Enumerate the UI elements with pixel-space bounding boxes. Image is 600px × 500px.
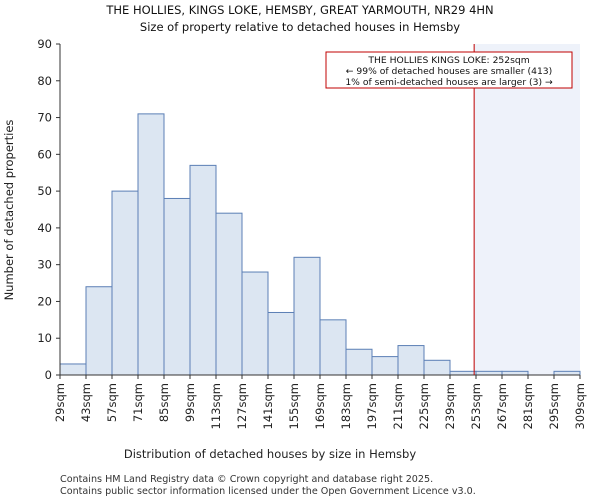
x-tick-label: 85sqm — [157, 383, 171, 422]
y-tick-label: 10 — [37, 331, 52, 345]
x-tick-label: 267sqm — [495, 383, 509, 429]
x-tick-label: 113sqm — [209, 383, 223, 429]
chart-title: THE HOLLIES, KINGS LOKE, HEMSBY, GREAT Y… — [105, 3, 493, 17]
x-tick-label: 309sqm — [573, 383, 587, 429]
histogram-bar — [163, 197, 191, 376]
histogram-bar — [501, 370, 529, 376]
annotation-line-1: THE HOLLIES KINGS LOKE: 252sqm — [367, 55, 529, 66]
x-tick-label: 183sqm — [339, 383, 353, 429]
y-tick-label: 20 — [37, 294, 52, 308]
annotation-line-3: 1% of semi-detached houses are larger (3… — [345, 77, 553, 88]
histogram-bar — [293, 256, 321, 376]
histogram-bar — [189, 164, 217, 376]
y-tick-label: 40 — [37, 221, 52, 235]
x-tick-label: 225sqm — [417, 383, 431, 429]
histogram-bar — [423, 359, 451, 376]
x-tick-label: 197sqm — [365, 383, 379, 429]
y-tick-label: 80 — [37, 74, 52, 88]
footer-line-2: Contains public sector information licen… — [60, 486, 476, 497]
histogram-bar — [111, 190, 139, 376]
histogram-bar — [475, 370, 503, 376]
histogram-bar — [553, 370, 581, 376]
x-tick-label: 211sqm — [391, 383, 405, 429]
histogram-bar — [59, 363, 87, 376]
x-tick-label: 281sqm — [521, 383, 535, 429]
y-tick-label: 0 — [45, 368, 52, 382]
chart-subtitle: Size of property relative to detached ho… — [140, 20, 460, 34]
annotation-line-2: ← 99% of detached houses are smaller (41… — [346, 66, 552, 77]
larger-region-highlight — [474, 44, 580, 375]
x-tick-label: 253sqm — [469, 383, 483, 429]
x-tick-label: 57sqm — [105, 383, 119, 422]
y-axis-label: Number of detached properties — [2, 120, 16, 301]
histogram-bar — [371, 356, 399, 376]
x-tick-label: 295sqm — [547, 383, 561, 429]
x-axis-label: Distribution of detached houses by size … — [124, 447, 416, 461]
x-tick-label: 43sqm — [79, 383, 93, 422]
x-tick-label: 71sqm — [131, 383, 145, 422]
x-tick-label: 127sqm — [235, 383, 249, 429]
histogram-bar — [319, 319, 347, 376]
annotation-frame — [325, 51, 573, 89]
x-tick-label: 155sqm — [287, 383, 301, 429]
histogram-bar — [215, 212, 243, 376]
annotation-box: THE HOLLIES KINGS LOKE: 252sqm ← 99% of … — [325, 51, 573, 89]
footer-line-1: Contains HM Land Registry data © Crown c… — [60, 474, 433, 485]
histogram-bar — [345, 348, 373, 376]
y-tick-label: 70 — [37, 111, 52, 125]
x-tick-label: 239sqm — [443, 383, 457, 429]
y-tick-label: 90 — [37, 37, 52, 51]
y-tick-label: 30 — [37, 258, 52, 272]
x-tick-label: 99sqm — [183, 383, 197, 422]
y-tick-label: 60 — [37, 147, 52, 161]
y-tick-label: 50 — [37, 184, 52, 198]
histogram-bar — [267, 311, 295, 376]
x-tick-label: 141sqm — [261, 383, 275, 429]
histogram-bar — [449, 370, 477, 376]
histogram-bar — [241, 271, 269, 376]
histogram-bar — [85, 286, 113, 376]
x-tick-label: 29sqm — [53, 383, 67, 422]
histogram-bar — [397, 345, 425, 376]
histogram-bar — [137, 113, 165, 376]
x-tick-label: 169sqm — [313, 383, 327, 429]
